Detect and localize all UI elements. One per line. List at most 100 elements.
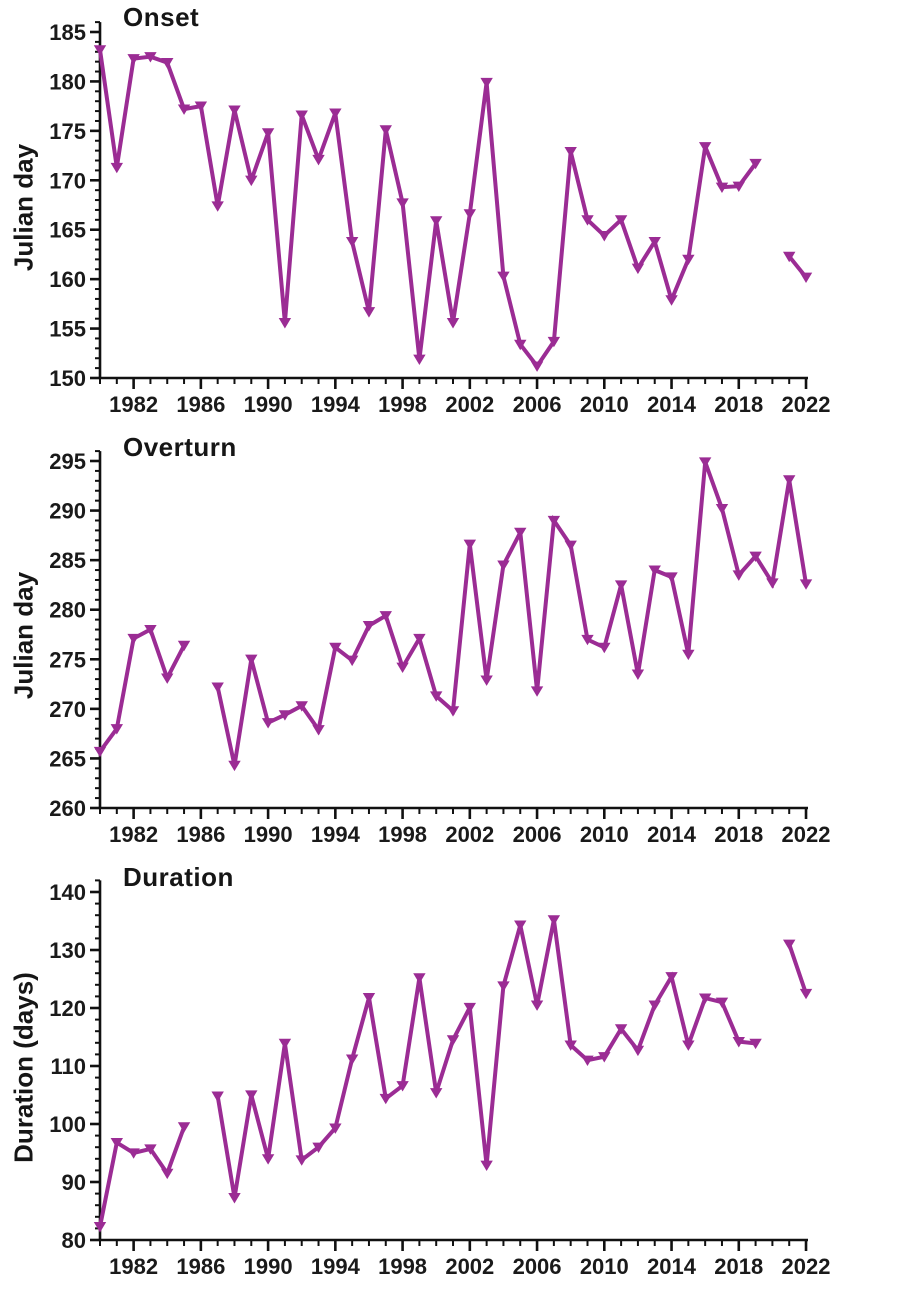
x-tick-label: 1998 bbox=[378, 392, 427, 417]
x-tick-label: 1990 bbox=[244, 392, 293, 417]
data-point-marker bbox=[648, 1000, 661, 1011]
data-point-marker bbox=[329, 1123, 342, 1134]
data-point-marker bbox=[379, 125, 392, 136]
data-point-marker bbox=[245, 175, 258, 187]
x-tick-label: 2002 bbox=[445, 822, 494, 847]
data-point-marker bbox=[715, 503, 729, 515]
data-point-marker bbox=[161, 1168, 174, 1180]
data-point-marker bbox=[648, 236, 661, 248]
data-point-marker bbox=[161, 58, 174, 69]
data-point-marker bbox=[211, 682, 224, 693]
data-point-marker bbox=[732, 1037, 745, 1048]
data-point-marker bbox=[194, 101, 208, 112]
data-point-marker bbox=[648, 565, 661, 576]
data-point-marker bbox=[228, 105, 241, 116]
data-point-marker bbox=[93, 746, 107, 758]
data-point-marker bbox=[430, 216, 443, 227]
data-point-marker bbox=[665, 572, 678, 583]
x-tick-label: 2022 bbox=[782, 392, 831, 417]
data-point-marker bbox=[93, 45, 107, 56]
x-tick-label: 1990 bbox=[244, 1254, 293, 1279]
x-tick-label: 2014 bbox=[647, 1254, 697, 1279]
data-point-marker bbox=[497, 271, 510, 282]
duration-plot: 80 90 100 110 120 130 140 1982 1986 1990 1994 1998 2… bbox=[49, 879, 830, 1279]
x-tick-label: 1986 bbox=[176, 1254, 225, 1279]
data-point-marker bbox=[261, 1154, 275, 1165]
chart-overturn: 260 265 270 275 280 285 290 295 1982 1986 1990 1994… bbox=[0, 420, 900, 850]
y-axis-label-duration: Duration (days) bbox=[8, 972, 39, 1163]
y-tick-label: 100 bbox=[49, 1112, 86, 1137]
data-point-marker bbox=[715, 182, 729, 194]
data-point-marker bbox=[799, 272, 813, 283]
y-tick-label: 290 bbox=[49, 499, 86, 524]
y-tick-label: 180 bbox=[49, 69, 86, 94]
data-point-marker bbox=[261, 718, 275, 729]
x-tick-label: 2010 bbox=[580, 1254, 629, 1279]
data-point-marker bbox=[144, 1144, 157, 1155]
y-tick-label: 265 bbox=[49, 746, 86, 771]
y-tick-label: 285 bbox=[49, 548, 86, 573]
data-point-marker bbox=[463, 1002, 477, 1014]
x-tick-label: 1994 bbox=[311, 822, 361, 847]
data-point-marker bbox=[144, 52, 157, 63]
data-point-marker bbox=[614, 215, 628, 226]
data-point-marker bbox=[312, 725, 325, 736]
data-point-marker bbox=[698, 993, 712, 1004]
x-tick-label: 1986 bbox=[176, 822, 225, 847]
x-tick-label: 2006 bbox=[513, 392, 562, 417]
data-point-marker bbox=[345, 1054, 359, 1065]
data-point-marker bbox=[783, 939, 796, 950]
data-point-marker bbox=[396, 198, 409, 209]
data-point-marker bbox=[430, 691, 443, 702]
data-point-marker bbox=[396, 1081, 409, 1092]
data-point-marker bbox=[278, 1038, 292, 1050]
data-point-marker bbox=[127, 1148, 140, 1159]
chart-onset: 150 155 160 165 170 175 180 185 1982 1986 1990 1994… bbox=[0, 0, 900, 420]
data-point-marker bbox=[581, 1055, 594, 1066]
y-tick-label: 150 bbox=[49, 366, 86, 391]
x-tick-label: 2018 bbox=[714, 1254, 763, 1279]
data-point-marker bbox=[631, 263, 645, 275]
data-point-marker bbox=[127, 633, 140, 645]
y-axis-label-overturn: Julian day bbox=[8, 571, 39, 700]
data-point-marker bbox=[396, 662, 409, 674]
data-point-marker bbox=[93, 1222, 107, 1233]
data-point-marker bbox=[362, 620, 376, 632]
data-point-marker bbox=[278, 318, 292, 329]
data-point-marker bbox=[177, 1122, 191, 1133]
y-tick-label: 130 bbox=[49, 938, 86, 963]
data-point-marker bbox=[379, 611, 392, 622]
data-point-marker bbox=[631, 1045, 645, 1057]
data-point-marker bbox=[799, 579, 813, 590]
x-tick-label: 2006 bbox=[513, 1254, 562, 1279]
data-point-marker bbox=[295, 1155, 308, 1166]
data-point-marker bbox=[177, 104, 191, 115]
onset-plot: 150 155 160 165 170 175 180 185 1982 1986 1990 1994… bbox=[49, 20, 831, 417]
data-point-marker bbox=[177, 640, 191, 652]
data-point-marker bbox=[732, 181, 745, 193]
y-axis-label-onset: Julian day bbox=[8, 143, 39, 272]
y-tick-label: 120 bbox=[49, 996, 86, 1021]
data-point-marker bbox=[211, 1091, 224, 1102]
x-tick-label: 2010 bbox=[580, 822, 629, 847]
data-point-marker bbox=[413, 973, 426, 984]
x-tick-label: 2002 bbox=[445, 392, 494, 417]
y-tick-label: 295 bbox=[49, 449, 86, 474]
data-point-marker bbox=[665, 295, 678, 306]
x-tick-label: 1994 bbox=[311, 392, 361, 417]
data-point-marker bbox=[564, 147, 577, 158]
data-point-marker bbox=[514, 527, 527, 539]
data-line bbox=[98, 919, 808, 1228]
data-point-marker bbox=[228, 1193, 241, 1204]
data-point-marker bbox=[749, 158, 762, 170]
data-point-marker bbox=[564, 1040, 577, 1051]
data-point-marker bbox=[530, 1000, 544, 1011]
y-tick-label: 260 bbox=[49, 796, 86, 821]
data-point-marker bbox=[110, 1137, 124, 1149]
chart-duration: 80 90 100 110 120 130 140 1982 1986 1990 1994 1998 2… bbox=[0, 850, 900, 1290]
x-tick-label: 2006 bbox=[513, 822, 562, 847]
data-point-marker bbox=[665, 972, 678, 983]
data-point-marker bbox=[245, 1090, 258, 1101]
data-point-marker bbox=[446, 706, 460, 717]
chart-title-overturn: Overturn bbox=[123, 432, 237, 462]
